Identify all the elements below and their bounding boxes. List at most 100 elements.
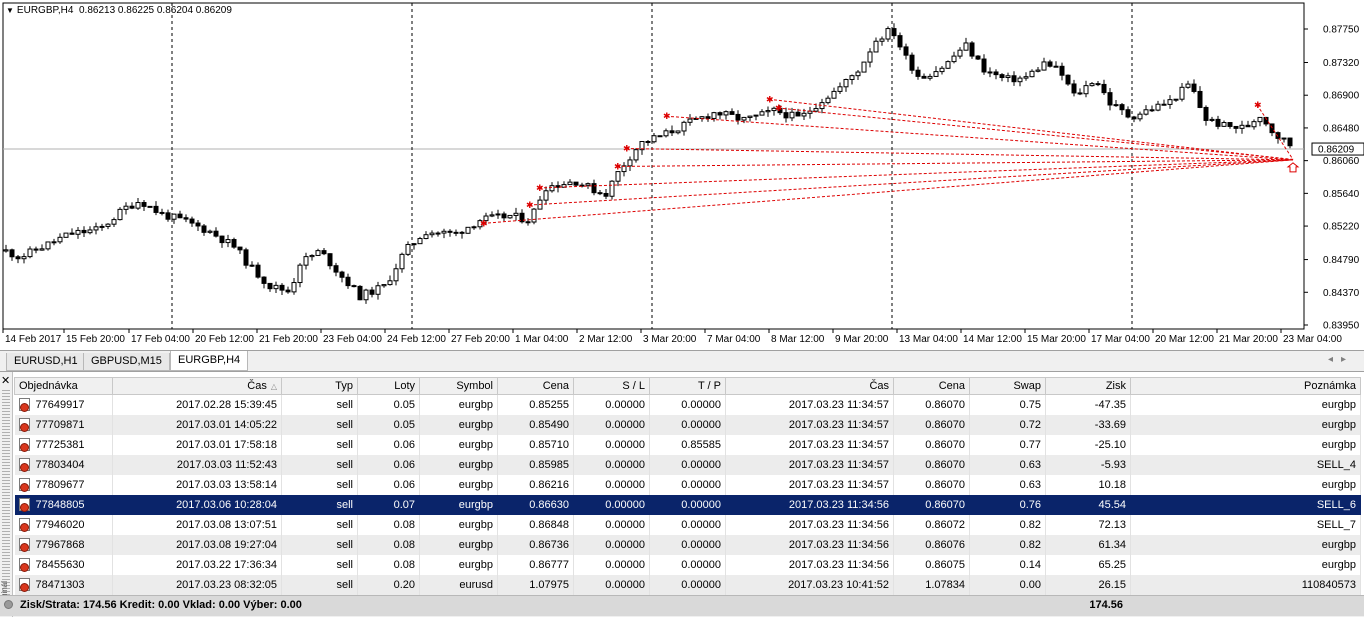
trade-history-lines: ✱✱✱✱✱✱✱✱ ✱	[480, 94, 1294, 228]
trade-line	[482, 159, 1294, 224]
col-header-open-time[interactable]: Čas △	[112, 377, 282, 395]
candle	[9, 248, 15, 261]
order-number-text: 77709871	[35, 419, 85, 431]
open-marker-icon: ✱	[623, 143, 631, 153]
candle	[327, 253, 333, 270]
cell-comment: eurgbp	[1130, 474, 1361, 495]
cell-take-profit: 0.00000	[649, 394, 726, 415]
candle	[351, 284, 357, 288]
candle	[1257, 116, 1263, 127]
date-axis-label: 8 Mar 12:00	[771, 334, 825, 345]
tab-scroll-left-icon[interactable]: ◂	[1327, 354, 1341, 365]
candle	[585, 182, 591, 189]
date-axis-label: 13 Mar 04:00	[899, 334, 958, 345]
cell-stop-loss: 0.00000	[573, 394, 650, 415]
col-header-swap[interactable]: Swap	[969, 377, 1046, 395]
candle	[495, 209, 501, 219]
col-header-close-time[interactable]: Čas	[725, 377, 894, 395]
cell-close-time: 2017.03.23 11:34:56	[725, 534, 894, 555]
close-icon[interactable]: ✕	[1, 375, 11, 387]
table-row[interactable]: 77946020 2017.03.08 13:07:51 sell 0.08 eurgb…	[14, 514, 1361, 535]
trade-line	[616, 159, 1294, 167]
price-axis-label: 0.85640	[1323, 189, 1360, 200]
candle	[825, 95, 831, 105]
table-row[interactable]: 77803404 2017.03.03 11:52:43 sell 0.06 eurgb…	[14, 454, 1361, 475]
cell-symbol: eurgbp	[419, 394, 498, 415]
col-header-stop-loss[interactable]: S / L	[573, 377, 650, 395]
price-chart[interactable]: 0.87750 0.87320 0.86900 0.86480 0.86060 0.856…	[0, 0, 1364, 350]
col-header-profit[interactable]: Zisk	[1045, 377, 1131, 395]
cell-comment: eurgbp	[1130, 434, 1361, 455]
col-header-order[interactable]: Objednávka	[14, 377, 113, 395]
cell-stop-loss: 0.00000	[573, 494, 650, 515]
candle	[711, 111, 717, 122]
table-row[interactable]: 77967868 2017.03.08 19:27:04 sell 0.08 eurgb…	[14, 534, 1361, 555]
candle	[3, 244, 9, 253]
table-row[interactable]: 77725381 2017.03.01 17:58:18 sell 0.06 eurgb…	[14, 434, 1361, 455]
candle	[1287, 137, 1293, 149]
col-header-symbol[interactable]: Symbol	[419, 377, 498, 395]
cell-close-time: 2017.03.23 11:34:56	[725, 554, 894, 575]
candle	[681, 120, 687, 136]
cell-open-price: 0.86630	[497, 494, 574, 515]
cell-order-number: 77946020	[14, 514, 113, 535]
chart-menu-triangle-icon[interactable]: ▼	[6, 6, 14, 15]
table-row[interactable]: 77809677 2017.03.03 13:58:14 sell 0.06 eurgb…	[14, 474, 1361, 495]
cell-symbol: eurgbp	[419, 414, 498, 435]
candle	[1029, 69, 1035, 78]
candle	[27, 246, 33, 259]
summary-bar: Zisk/Strata: 174.56 Kredit: 0.00 Vklad: …	[0, 595, 1364, 616]
table-row[interactable]: 77709871 2017.03.01 14:05:22 sell 0.05 eurgb…	[14, 414, 1361, 435]
tab-eurgbp-h4[interactable]: EURGBP,H4	[170, 351, 249, 371]
candle	[1131, 115, 1137, 123]
col-header-type[interactable]: Typ	[281, 377, 358, 395]
candle	[1035, 67, 1041, 73]
candle	[297, 263, 303, 288]
cell-profit: 26.15	[1045, 574, 1131, 595]
cell-take-profit: 0.00000	[649, 514, 726, 535]
tab-eurusd-h1[interactable]: EURUSD,H1	[6, 353, 86, 371]
cell-type: sell	[281, 534, 358, 555]
cell-open-time: 2017.03.03 13:58:14	[112, 474, 282, 495]
candle	[243, 247, 249, 269]
cell-take-profit: 0.00000	[649, 454, 726, 475]
candle	[975, 55, 981, 61]
cell-swap: 0.77	[969, 434, 1046, 455]
candle	[315, 248, 321, 256]
candle	[621, 162, 627, 177]
cell-stop-loss: 0.00000	[573, 534, 650, 555]
candle	[501, 211, 507, 222]
candle	[885, 26, 891, 42]
candle	[1167, 95, 1173, 109]
closed-order-icon	[18, 418, 30, 432]
candle	[1107, 88, 1113, 111]
cell-take-profit: 0.85585	[649, 434, 726, 455]
col-header-open-price[interactable]: Cena	[497, 377, 574, 395]
tab-gbpusd-m15[interactable]: GBPUSD,M15	[83, 353, 170, 371]
tab-scroll-right-icon[interactable]: ▸	[1340, 354, 1354, 365]
closed-order-icon	[18, 438, 30, 452]
table-row[interactable]: 77649917 2017.02.28 15:39:45 sell 0.05 eurgb…	[14, 394, 1361, 415]
cell-stop-loss: 0.00000	[573, 554, 650, 575]
table-row[interactable]: 78455630 2017.03.22 17:36:34 sell 0.08 eurgb…	[14, 554, 1361, 575]
candle	[741, 116, 747, 124]
chart-canvas[interactable]: 0.87750 0.87320 0.86900 0.86480 0.86060 0.856…	[0, 0, 1364, 350]
cell-take-profit: 0.00000	[649, 554, 726, 575]
cell-type: sell	[281, 414, 358, 435]
panel-grip-icon[interactable]	[2, 390, 10, 595]
date-axis-label: 20 Mar 12:00	[1155, 334, 1214, 345]
candle	[453, 229, 459, 237]
chart-header: ▼ EURGBP,H4 0.86213 0.86225 0.86204 0.862…	[6, 5, 232, 16]
summary-text: Zisk/Strata: 174.56 Kredit: 0.00 Vklad: …	[20, 599, 302, 611]
candle	[1005, 72, 1011, 83]
cell-swap: 0.82	[969, 514, 1046, 535]
candle	[231, 237, 237, 249]
col-header-close-price[interactable]: Cena	[893, 377, 970, 395]
col-header-lots[interactable]: Loty	[357, 377, 420, 395]
col-header-comment[interactable]: Poznámka	[1130, 377, 1361, 395]
cell-open-price: 0.85490	[497, 414, 574, 435]
table-row[interactable]: 77848805 2017.03.06 10:28:04 sell 0.07 eurgb…	[14, 494, 1361, 515]
candle	[1089, 81, 1095, 87]
table-row[interactable]: 78471303 2017.03.23 08:32:05 sell 0.20 eurus…	[14, 574, 1361, 595]
col-header-take-profit[interactable]: T / P	[649, 377, 726, 395]
